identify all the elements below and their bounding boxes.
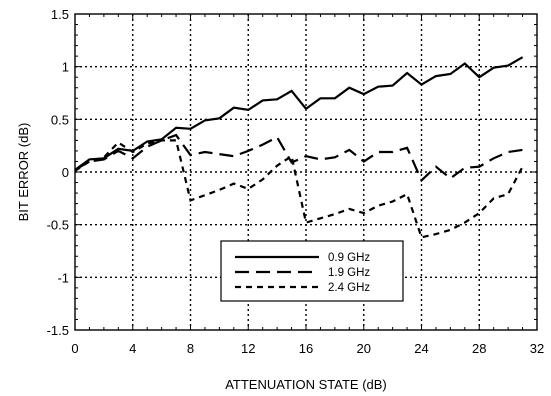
- x-tick-label: 16: [299, 341, 313, 356]
- tick-marks: [74, 13, 538, 331]
- y-tick-label: -1.5: [47, 323, 69, 338]
- y-tick-label: 0.5: [51, 112, 69, 127]
- x-tick-labels: 0 4 8 12 16 20 24 28 32: [71, 341, 544, 356]
- series-layer: [74, 56, 524, 239]
- y-tick-label: -0.5: [47, 218, 69, 233]
- series-line: [74, 139, 524, 239]
- legend-label: 1.9 GHz: [328, 267, 370, 279]
- x-tick-label: 0: [71, 341, 78, 356]
- x-tick-label: 12: [241, 341, 255, 356]
- y-tick-label: 1: [62, 60, 69, 75]
- legend-box: [220, 240, 404, 302]
- x-tick-label: 20: [357, 341, 371, 356]
- series-line: [74, 133, 523, 183]
- x-tick-label: 4: [129, 341, 136, 356]
- y-tick-label: -1: [57, 270, 69, 285]
- x-axis-label: ATTENUATION STATE (dB): [225, 377, 387, 392]
- legend-label: 0.9 GHz: [328, 252, 370, 264]
- y-axis-label: BIT ERROR (dB): [16, 123, 31, 222]
- legend-label: 2.4 GHz: [328, 282, 370, 294]
- x-tick-label: 8: [187, 341, 194, 356]
- x-tick-label: 28: [472, 341, 486, 356]
- y-tick-labels: -1.5 -1 -0.5 0 0.5 1 1.5: [47, 7, 69, 338]
- y-tick-label: 0: [62, 165, 69, 180]
- x-tick-label: 24: [414, 341, 428, 356]
- legend: 0.9 GHz 1.9 GHz 2.4 GHz: [220, 240, 404, 302]
- y-tick-label: 1.5: [51, 7, 69, 22]
- x-tick-label: 32: [530, 341, 544, 356]
- grid-lines: [75, 14, 537, 330]
- series-line: [74, 56, 524, 171]
